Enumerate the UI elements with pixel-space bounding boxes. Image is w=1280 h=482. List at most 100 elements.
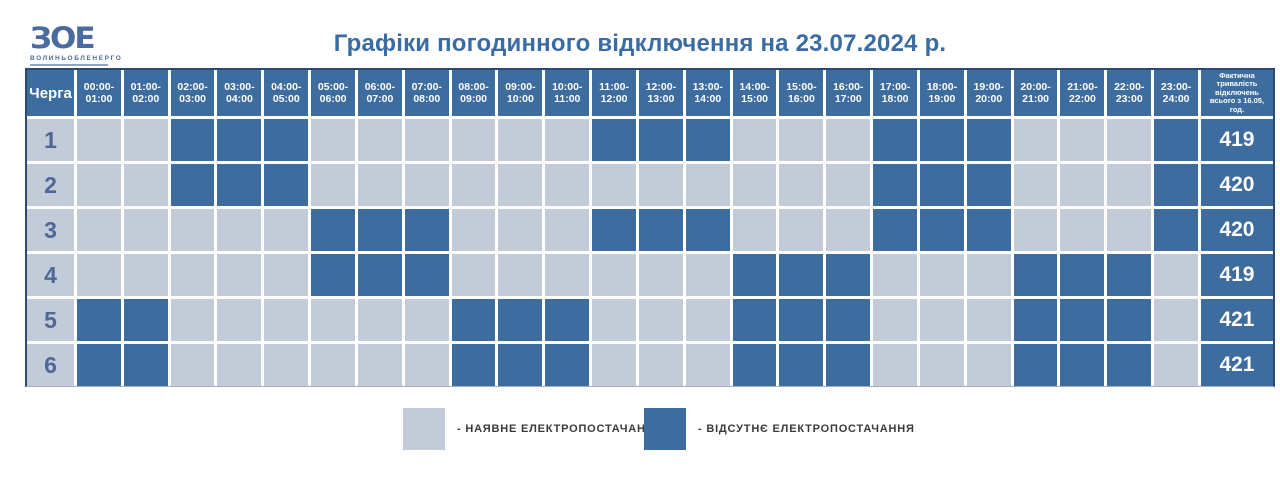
cell-power-available bbox=[545, 164, 590, 206]
cell-power-available bbox=[966, 344, 1011, 386]
cell-power-absent bbox=[1107, 299, 1152, 341]
cell-power-available bbox=[826, 164, 871, 206]
cell-power-available bbox=[311, 344, 355, 386]
total-hours-value: 420 bbox=[1200, 209, 1273, 251]
cell-power-absent bbox=[1013, 254, 1058, 296]
time-slot-header: 17:00- 18:00 bbox=[873, 70, 917, 116]
legend-available-label: - НАЯВНЕ ЕЛЕКТРОПОСТАЧАННЯ bbox=[457, 423, 664, 435]
logo-underline bbox=[30, 64, 108, 66]
cell-power-available bbox=[685, 164, 730, 206]
cell-power-absent bbox=[1060, 344, 1105, 386]
cell-power-available bbox=[498, 164, 543, 206]
cell-power-available bbox=[592, 164, 636, 206]
time-slot-header: 06:00- 07:00 bbox=[357, 70, 402, 116]
cell-power-absent bbox=[264, 164, 309, 206]
queue-number: 6 bbox=[27, 344, 74, 386]
queue-number: 4 bbox=[27, 254, 74, 296]
cell-power-absent bbox=[498, 344, 543, 386]
cell-power-absent bbox=[638, 119, 683, 161]
company-logo: ЗОЕ ВОЛИНЬОБЛЕНЕРГО bbox=[30, 21, 121, 66]
cell-power-absent bbox=[357, 254, 402, 296]
cell-power-available bbox=[170, 299, 215, 341]
time-slot-header: 23:00- 24:00 bbox=[1154, 70, 1198, 116]
cell-power-available bbox=[77, 254, 121, 296]
time-slot-header: 00:00- 01:00 bbox=[77, 70, 121, 116]
queue-number: 1 bbox=[27, 119, 74, 161]
cell-power-absent bbox=[1154, 119, 1198, 161]
cell-power-absent bbox=[217, 164, 262, 206]
cell-power-available bbox=[264, 299, 309, 341]
page-title: Графіки погодинного відключення на 23.07… bbox=[333, 30, 947, 57]
cell-power-available bbox=[873, 254, 917, 296]
time-slot-header: 21:00- 22:00 bbox=[1060, 70, 1105, 116]
cell-power-available bbox=[217, 299, 262, 341]
cell-power-available bbox=[404, 299, 449, 341]
cell-power-absent bbox=[170, 119, 215, 161]
time-slot-header: 05:00- 06:00 bbox=[311, 70, 355, 116]
cell-power-available bbox=[919, 344, 964, 386]
time-slot-header: 01:00- 02:00 bbox=[123, 70, 168, 116]
cell-power-absent bbox=[451, 299, 496, 341]
cell-power-available bbox=[311, 164, 355, 206]
legend-available-swatch bbox=[403, 408, 445, 450]
legend-absent-swatch bbox=[644, 408, 686, 450]
cell-power-absent bbox=[357, 209, 402, 251]
cell-power-available bbox=[592, 299, 636, 341]
cell-power-absent bbox=[826, 299, 871, 341]
time-slot-header: 04:00- 05:00 bbox=[264, 70, 309, 116]
cell-power-available bbox=[123, 254, 168, 296]
cell-power-available bbox=[404, 344, 449, 386]
cell-power-available bbox=[1154, 299, 1198, 341]
cell-power-absent bbox=[170, 164, 215, 206]
cell-power-available bbox=[592, 344, 636, 386]
cell-power-available bbox=[1107, 164, 1152, 206]
cell-power-available bbox=[170, 209, 215, 251]
cell-power-available bbox=[170, 254, 215, 296]
cell-power-absent bbox=[404, 209, 449, 251]
cell-power-available bbox=[779, 164, 824, 206]
cell-power-absent bbox=[1154, 209, 1198, 251]
queue-column-header: Черга bbox=[27, 70, 74, 116]
time-slot-header: 08:00- 09:00 bbox=[451, 70, 496, 116]
cell-power-available bbox=[1107, 209, 1152, 251]
cell-power-available bbox=[966, 299, 1011, 341]
time-slot-header: 19:00- 20:00 bbox=[966, 70, 1011, 116]
cell-power-available bbox=[77, 119, 121, 161]
time-slot-header: 07:00- 08:00 bbox=[404, 70, 449, 116]
time-slot-header: 12:00- 13:00 bbox=[638, 70, 683, 116]
cell-power-absent bbox=[311, 209, 355, 251]
time-slot-header: 03:00- 04:00 bbox=[217, 70, 262, 116]
cell-power-absent bbox=[779, 299, 824, 341]
cell-power-absent bbox=[123, 344, 168, 386]
logo-mark: ЗОЕ bbox=[30, 21, 96, 56]
cell-power-available bbox=[545, 254, 590, 296]
outage-schedule-table: Черга 00:00- 01:00 01:00- 02:00 02:00- 03:00 03… bbox=[25, 68, 1275, 387]
queue-number: 2 bbox=[27, 164, 74, 206]
cell-power-absent bbox=[592, 119, 636, 161]
cell-power-absent bbox=[217, 119, 262, 161]
cell-power-absent bbox=[1107, 254, 1152, 296]
cell-power-absent bbox=[498, 299, 543, 341]
cell-power-absent bbox=[919, 209, 964, 251]
cell-power-available bbox=[498, 209, 543, 251]
time-slot-header: 02:00- 03:00 bbox=[170, 70, 215, 116]
time-slot-header: 15:00- 16:00 bbox=[779, 70, 824, 116]
legend-available: - НАЯВНЕ ЕЛЕКТРОПОСТАЧАННЯ bbox=[403, 408, 663, 450]
cell-power-absent bbox=[1013, 344, 1058, 386]
cell-power-absent bbox=[545, 299, 590, 341]
cell-power-absent bbox=[77, 344, 121, 386]
cell-power-available bbox=[357, 299, 402, 341]
cell-power-absent bbox=[404, 254, 449, 296]
cell-power-available bbox=[1154, 254, 1198, 296]
cell-power-available bbox=[826, 209, 871, 251]
cell-power-available bbox=[592, 254, 636, 296]
total-hours-value: 420 bbox=[1200, 164, 1273, 206]
cell-power-absent bbox=[966, 209, 1011, 251]
legend-absent-label: - ВІДСУТНЄ ЕЛЕКТРОПОСТАЧАННЯ bbox=[698, 423, 915, 435]
cell-power-absent bbox=[264, 119, 309, 161]
cell-power-available bbox=[217, 344, 262, 386]
cell-power-available bbox=[685, 254, 730, 296]
time-slot-header: 16:00- 17:00 bbox=[826, 70, 871, 116]
cell-power-available bbox=[217, 209, 262, 251]
cell-power-available bbox=[123, 119, 168, 161]
